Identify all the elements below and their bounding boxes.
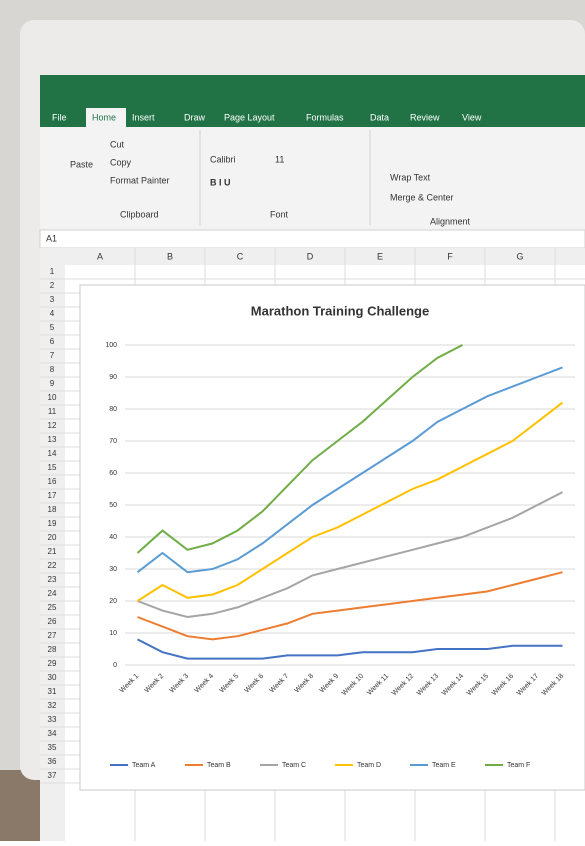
ribbon-text[interactable]: Copy xyxy=(110,157,132,167)
column-header: C xyxy=(237,251,244,261)
legend-label: Team D xyxy=(357,762,381,769)
row-header: 31 xyxy=(48,687,57,696)
y-tick-label: 10 xyxy=(109,630,117,637)
ribbon-text[interactable]: 11 xyxy=(275,154,284,164)
column-header: D xyxy=(307,251,314,261)
y-tick-label: 40 xyxy=(109,534,117,541)
row-header: 34 xyxy=(48,729,57,738)
ribbon-tab[interactable]: Draw xyxy=(184,112,206,122)
y-tick-label: 60 xyxy=(109,470,117,477)
row-header: 35 xyxy=(48,743,57,752)
row-header: 32 xyxy=(48,701,57,710)
row-header: 2 xyxy=(50,281,55,290)
row-header: 26 xyxy=(48,617,57,626)
column-header: B xyxy=(167,251,173,261)
y-tick-label: 30 xyxy=(109,566,117,573)
column-header: G xyxy=(516,251,523,261)
row-header: 24 xyxy=(48,589,57,598)
row-header: 4 xyxy=(50,309,55,318)
row-header: 20 xyxy=(48,533,57,542)
column-header: E xyxy=(377,251,383,261)
row-header: 28 xyxy=(48,645,57,654)
ribbon-group-label: Alignment xyxy=(430,216,471,226)
row-header: 7 xyxy=(50,351,55,360)
ribbon-tab[interactable]: Review xyxy=(410,112,440,122)
y-tick-label: 100 xyxy=(105,342,117,349)
row-header: 9 xyxy=(50,379,55,388)
page: Paste Cut Copy Format Painter Clipboard … xyxy=(0,0,585,841)
row-header: 23 xyxy=(48,575,57,584)
row-header: 21 xyxy=(48,547,57,556)
y-tick-label: 20 xyxy=(109,598,117,605)
row-header: 12 xyxy=(48,421,57,430)
ribbon-tab[interactable]: File xyxy=(52,112,67,122)
legend-label: Team B xyxy=(207,762,231,769)
legend-label: Team A xyxy=(132,762,156,769)
row-header: 30 xyxy=(48,673,57,682)
formula-bar xyxy=(40,230,585,248)
y-tick-label: 90 xyxy=(109,374,117,381)
row-header: 11 xyxy=(48,407,57,416)
name-box[interactable]: A1 xyxy=(46,233,57,243)
row-header: 22 xyxy=(48,561,57,570)
screenshot: Paste Cut Copy Format Painter Clipboard … xyxy=(0,0,585,841)
ribbon-tab[interactable]: Home xyxy=(92,112,116,122)
ribbon-tab[interactable]: View xyxy=(462,112,482,122)
row-header: 16 xyxy=(48,477,57,486)
column-header: F xyxy=(447,251,453,261)
ribbon-text[interactable]: B I U xyxy=(210,177,231,187)
column-header: A xyxy=(97,251,103,261)
row-header: 3 xyxy=(50,295,55,304)
ribbon-text[interactable]: Wrap Text xyxy=(390,172,431,182)
legend-label: Team E xyxy=(432,762,456,769)
ribbon-text[interactable]: Merge & Center xyxy=(390,192,454,202)
y-tick-label: 0 xyxy=(113,662,117,669)
ribbon-tab[interactable]: Insert xyxy=(132,112,155,122)
row-header: 29 xyxy=(48,659,57,668)
row-header: 15 xyxy=(48,463,57,472)
y-tick-label: 70 xyxy=(109,438,117,445)
y-tick-label: 50 xyxy=(109,502,117,509)
row-header: 36 xyxy=(48,757,57,766)
y-tick-label: 80 xyxy=(109,406,117,413)
ribbon-tab[interactable]: Formulas xyxy=(306,112,344,122)
ribbon-group-label: Clipboard xyxy=(120,209,159,219)
row-header: 25 xyxy=(48,603,57,612)
row-header: 6 xyxy=(50,337,55,346)
ribbon-group-label: Font xyxy=(270,209,289,219)
ribbon-text[interactable]: Paste xyxy=(70,159,93,169)
row-header: 17 xyxy=(48,491,57,500)
ribbon-text[interactable]: Calibri xyxy=(210,154,236,164)
row-header: 37 xyxy=(48,771,57,780)
row-header: 5 xyxy=(50,323,55,332)
row-header: 13 xyxy=(48,435,57,444)
ribbon-tab[interactable]: Data xyxy=(370,112,389,122)
legend-label: Team C xyxy=(282,762,306,769)
ribbon-tab[interactable]: Page Layout xyxy=(224,112,275,122)
row-header: 8 xyxy=(50,365,55,374)
row-header: 10 xyxy=(48,393,57,402)
row-header: 27 xyxy=(48,631,57,640)
row-header: 14 xyxy=(48,449,57,458)
row-header: 1 xyxy=(50,267,55,276)
chart-title: Marathon Training Challenge xyxy=(251,303,429,318)
row-header: 18 xyxy=(48,505,57,514)
ribbon-text[interactable]: Format Painter xyxy=(110,175,170,185)
ribbon-text[interactable]: Cut xyxy=(110,139,125,149)
row-header: 19 xyxy=(48,519,57,528)
row-header: 33 xyxy=(48,715,57,724)
legend-label: Team F xyxy=(507,762,530,769)
